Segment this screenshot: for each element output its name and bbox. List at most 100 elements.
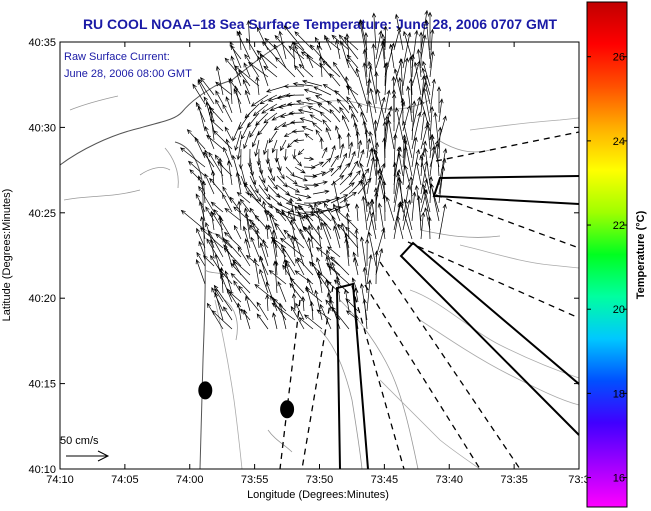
current-vector <box>410 53 415 78</box>
current-vector <box>250 236 260 258</box>
current-vector <box>436 86 442 113</box>
current-vector <box>249 175 259 194</box>
current-vector <box>374 71 379 105</box>
current-vector <box>413 61 422 96</box>
station-markers <box>198 381 295 419</box>
current-vector <box>234 130 242 152</box>
current-vector <box>213 284 233 312</box>
annotation-line-1: Raw Surface Current: <box>64 51 170 63</box>
current-vector <box>392 93 397 132</box>
current-vector <box>330 165 342 177</box>
current-vector <box>268 269 287 285</box>
current-vector <box>321 157 332 168</box>
colorbar-tick-label: 26 <box>613 52 625 64</box>
current-vector <box>257 121 269 136</box>
current-vector <box>309 44 332 69</box>
current-vector <box>234 65 260 87</box>
current-vector <box>314 36 323 51</box>
current-vector <box>206 238 224 267</box>
current-vector <box>312 180 328 186</box>
current-vector <box>236 139 242 161</box>
current-vector <box>242 79 251 96</box>
current-vector <box>307 277 314 294</box>
current-vector <box>297 211 305 231</box>
current-vector <box>331 261 341 285</box>
current-vector <box>305 97 323 105</box>
current-vector <box>345 212 350 240</box>
current-vector <box>355 130 360 150</box>
current-vector <box>319 303 332 330</box>
bathymetry-contour <box>379 379 481 470</box>
current-vector <box>393 168 401 204</box>
current-vector <box>433 111 440 150</box>
current-vector <box>399 201 413 240</box>
current-vector <box>264 37 278 51</box>
current-vector <box>327 246 341 258</box>
current-vector <box>257 55 269 87</box>
current-vector <box>319 137 324 150</box>
current-vector <box>243 207 251 231</box>
current-vector <box>224 126 233 141</box>
current-vector <box>246 112 260 129</box>
current-vector <box>209 107 224 123</box>
dashed-transect <box>435 131 580 162</box>
current-vector <box>346 218 359 231</box>
current-vector <box>242 225 251 249</box>
current-vector <box>403 198 413 231</box>
current-vector <box>348 160 359 177</box>
current-vector <box>366 254 373 285</box>
current-vector <box>252 103 269 117</box>
current-vector <box>206 134 224 150</box>
current-vector <box>316 225 323 258</box>
current-vector <box>388 43 395 69</box>
current-vector <box>344 75 350 96</box>
current-vector <box>214 292 224 321</box>
colorbar-tick-label: 22 <box>613 220 625 232</box>
current-vector <box>239 198 251 213</box>
current-vector <box>411 191 417 222</box>
coastline-segment <box>63 95 141 201</box>
current-vector <box>249 184 262 203</box>
current-vector <box>364 238 370 267</box>
y-axis-ticks: 40:35 40:30 40:25 40:20 40:15 40:10 <box>28 37 579 476</box>
current-vector <box>420 75 426 114</box>
current-vector <box>248 61 269 78</box>
current-vector <box>325 255 332 276</box>
current-vector <box>303 165 316 170</box>
current-vector <box>332 61 350 87</box>
current-vector <box>438 147 448 186</box>
current-vector <box>223 306 233 321</box>
dashed-transect <box>407 241 580 319</box>
current-vector <box>301 79 323 87</box>
current-vector <box>289 197 296 222</box>
current-vector <box>354 228 359 258</box>
current-vector <box>271 139 278 154</box>
current-vector <box>357 148 365 168</box>
current-vector <box>411 136 418 168</box>
current-vector <box>348 170 361 186</box>
current-vector <box>263 65 278 78</box>
current-vector <box>198 78 215 105</box>
current-vector <box>438 157 447 195</box>
current-vector <box>326 100 341 114</box>
current-vector <box>429 50 435 78</box>
current-vector <box>180 147 206 168</box>
current-vector <box>280 139 287 152</box>
current-vector <box>415 161 422 186</box>
current-vector <box>371 12 377 51</box>
current-vector <box>288 45 305 60</box>
current-vector <box>402 57 409 87</box>
current-vector <box>244 295 251 312</box>
current-vector <box>325 249 332 267</box>
current-vector <box>376 88 386 123</box>
current-vector <box>380 33 386 60</box>
current-vector <box>336 98 350 114</box>
current-vector <box>198 200 206 222</box>
current-vector <box>320 221 332 249</box>
y-tick-label: 40:20 <box>28 293 56 305</box>
current-vector <box>331 306 350 330</box>
current-vector <box>281 247 287 267</box>
current-vector <box>293 42 314 60</box>
current-vector <box>294 175 308 182</box>
current-vector <box>330 194 349 204</box>
